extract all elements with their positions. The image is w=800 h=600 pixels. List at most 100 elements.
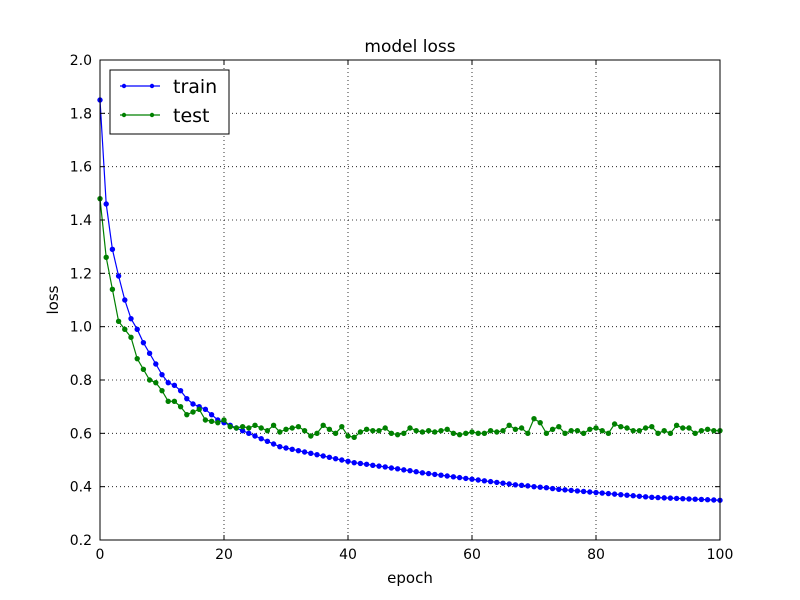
data-point-test: [624, 425, 630, 431]
data-point-test: [692, 430, 698, 437]
data-point-test: [394, 431, 401, 438]
data-point-test: [525, 430, 531, 437]
data-point-test: [518, 425, 525, 431]
data-point-train: [438, 472, 444, 478]
data-point-train: [432, 471, 438, 478]
data-point-train: [314, 451, 320, 458]
legend-marker-train: [149, 83, 155, 89]
data-point-test: [686, 425, 692, 431]
data-point-test: [680, 425, 686, 431]
data-point-test: [196, 406, 202, 413]
data-point-train: [469, 476, 475, 482]
data-point-train: [270, 441, 277, 447]
y-tick-label: 2.0: [70, 53, 92, 69]
data-point-train: [115, 273, 122, 279]
data-point-train: [394, 466, 401, 472]
data-point-test: [630, 427, 636, 434]
data-point-train: [556, 486, 562, 493]
data-point-train: [264, 438, 271, 445]
data-point-train: [140, 339, 147, 346]
data-point-test: [239, 423, 246, 430]
legend-label-train: train: [173, 76, 217, 98]
x-tick-label: 40: [339, 547, 357, 563]
data-point-train: [320, 453, 326, 459]
tick-labels: 0 20 40 60 80 100 0.2 0.4 0.6 0.8 1.0 1.2 1.4 1.6 1.8 2…: [70, 53, 734, 563]
data-point-train: [184, 395, 190, 402]
data-point-test: [611, 421, 618, 427]
data-point-train: [202, 406, 209, 413]
data-point-train: [444, 473, 450, 479]
data-point-test: [171, 398, 178, 405]
data-point-train: [587, 489, 593, 495]
data-point-train: [388, 465, 395, 471]
data-point-test: [165, 398, 171, 405]
data-point-test: [587, 426, 593, 433]
data-point-train: [525, 483, 531, 489]
data-point-test: [580, 430, 587, 437]
data-point-train: [177, 387, 184, 394]
data-point-train: [208, 411, 215, 418]
data-point-test: [649, 423, 655, 430]
data-point-train: [165, 379, 171, 386]
data-point-test: [562, 430, 568, 437]
data-point-test: [655, 430, 661, 437]
data-point-train: [692, 496, 698, 502]
data-point-test: [146, 377, 153, 383]
data-point-train: [146, 350, 153, 357]
data-point-test: [227, 423, 233, 430]
chart-title: model loss: [364, 37, 455, 57]
data-point-test: [258, 425, 264, 431]
data-point-train: [661, 495, 667, 501]
data-point-train: [487, 478, 494, 485]
data-point-test: [208, 418, 215, 425]
legend-marker-test: [121, 112, 127, 118]
data-point-test: [531, 415, 537, 422]
x-tick-label: 20: [215, 547, 233, 563]
data-point-test: [128, 334, 134, 341]
data-point-test: [246, 425, 252, 431]
data-point-train: [456, 474, 463, 481]
data-point-test: [494, 429, 500, 435]
data-point-train: [258, 435, 264, 442]
data-point-train: [673, 495, 680, 502]
data-point-train: [611, 491, 618, 497]
data-point-test: [357, 429, 364, 435]
data-point-train: [252, 433, 258, 439]
data-point-test: [122, 326, 128, 333]
legend-box: [109, 69, 230, 135]
data-point-test: [407, 425, 413, 431]
data-point-test: [444, 426, 450, 433]
data-point-test: [376, 427, 382, 434]
plot-area: [100, 60, 720, 540]
data-point-test: [698, 427, 705, 434]
data-point-test: [388, 430, 395, 437]
data-point-train: [363, 461, 370, 467]
data-point-train: [481, 478, 488, 484]
data-point-train: [593, 489, 599, 496]
data-point-train: [425, 470, 432, 477]
data-point-test: [543, 430, 550, 437]
data-point-test: [401, 430, 407, 437]
data-point-train: [289, 446, 295, 453]
y-tick-label: 1.8: [70, 106, 92, 122]
data-point-test: [370, 427, 376, 434]
data-point-train: [655, 494, 661, 501]
data-point-train: [419, 470, 426, 476]
data-point-train: [518, 482, 525, 489]
data-point-test: [277, 429, 283, 435]
data-point-test: [252, 422, 258, 429]
data-point-test: [469, 429, 475, 435]
data-point-train: [580, 488, 587, 495]
grid-lines: [100, 60, 720, 540]
data-point-train: [680, 495, 686, 502]
data-point-test: [438, 427, 444, 434]
data-point-train: [326, 454, 333, 461]
data-point-train: [636, 493, 643, 499]
data-point-test: [599, 427, 605, 434]
data-point-test: [351, 434, 357, 441]
data-point-test: [153, 379, 159, 386]
data-point-train: [407, 467, 413, 474]
data-point-train: [295, 447, 302, 454]
data-point-train: [562, 487, 568, 493]
data-point-train: [283, 445, 289, 451]
